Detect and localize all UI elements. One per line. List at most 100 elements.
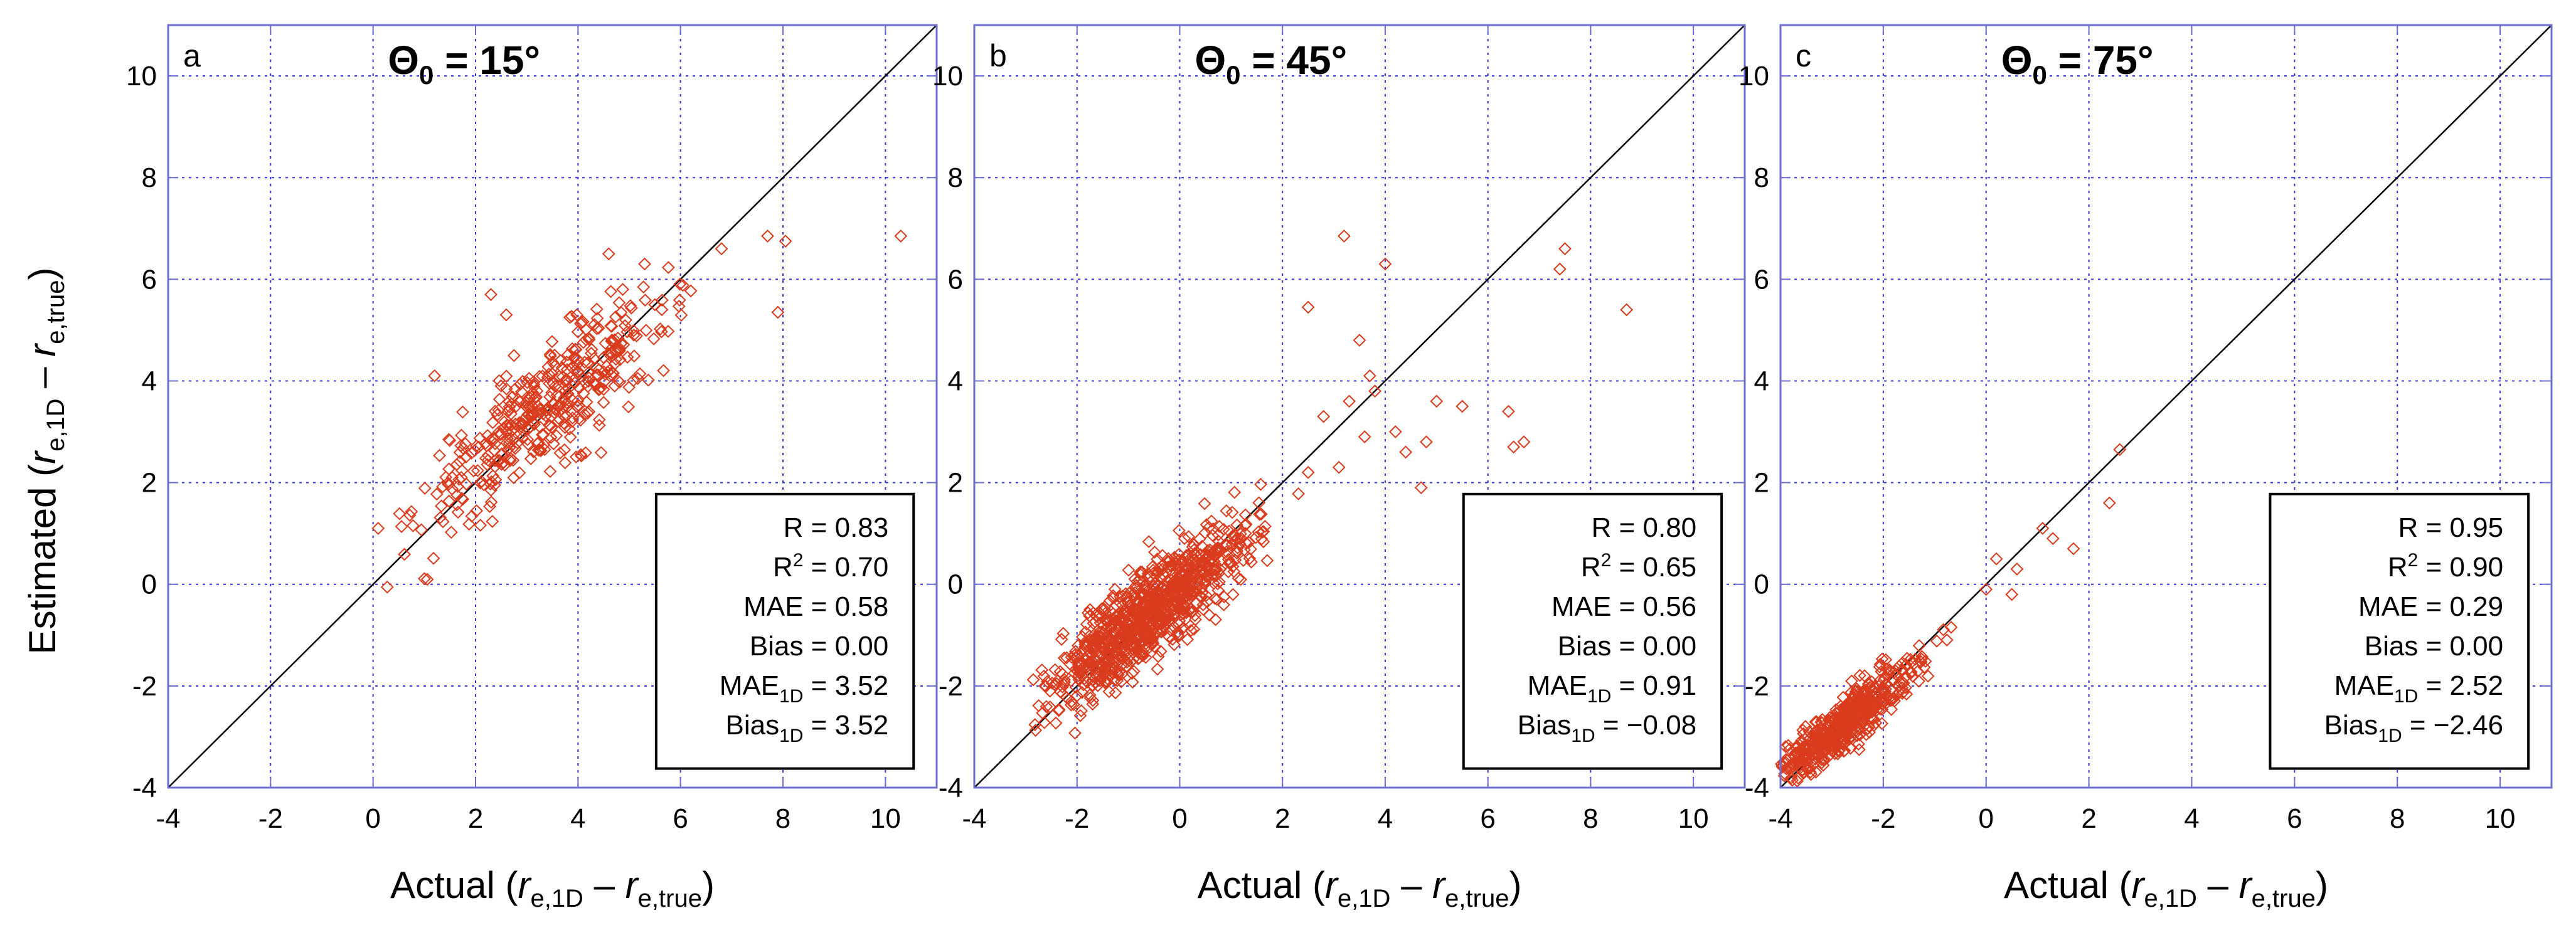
scatter-point xyxy=(1827,736,1841,750)
scatter-point xyxy=(1075,630,1089,644)
scatter-point xyxy=(2005,588,2019,601)
scatter-point xyxy=(503,395,516,408)
scatter-point xyxy=(578,408,592,421)
x-label-part: Actual ( xyxy=(1198,864,1325,906)
stat-equals: = xyxy=(803,512,834,543)
scatter-point xyxy=(1053,665,1067,679)
scatter-point xyxy=(1224,556,1238,569)
scatter-point xyxy=(1078,625,1092,639)
plot-frame xyxy=(973,24,1746,789)
scatter-point xyxy=(1332,460,1346,474)
x-label-part: ) xyxy=(2316,864,2328,906)
scatter-point xyxy=(560,396,573,410)
scatter-point xyxy=(1105,648,1119,662)
scatter-point xyxy=(1114,648,1128,662)
panel-title: Θ0 = 75° xyxy=(2001,38,2154,90)
scatter-point xyxy=(455,492,469,506)
scatter-point xyxy=(761,230,774,243)
scatter-point xyxy=(543,465,557,478)
scatter-point xyxy=(1098,600,1112,614)
x-label-part: e,true xyxy=(2252,885,2316,912)
y-tick-label: -2 xyxy=(939,671,963,702)
x-tick-label: 4 xyxy=(2184,803,2199,834)
scatter-point xyxy=(1142,631,1156,645)
scatter-point xyxy=(1093,625,1106,639)
scatter-point xyxy=(1202,520,1216,534)
stat-value: 0.65 xyxy=(1643,552,1697,583)
scatter-point xyxy=(1875,694,1889,708)
scatter-point xyxy=(1120,590,1134,604)
scatter-point xyxy=(1824,739,1838,753)
scatter-point xyxy=(1115,610,1129,624)
stat-value: −2.46 xyxy=(2434,710,2503,741)
scatter-point xyxy=(1144,575,1158,589)
x-tick-label: 0 xyxy=(365,803,380,834)
scatter-point xyxy=(1620,303,1634,317)
scatter-point xyxy=(456,405,469,419)
scatter-point xyxy=(499,308,513,322)
scatter-point xyxy=(1131,574,1144,588)
scatter-point xyxy=(487,478,501,492)
scatter-point xyxy=(405,505,418,519)
scatter-point xyxy=(648,298,662,312)
scatter-point xyxy=(527,445,540,459)
scatter-point xyxy=(641,373,655,387)
y-tick-label: 8 xyxy=(948,162,963,193)
scatter-point xyxy=(465,446,479,460)
scatter-point xyxy=(1156,587,1169,600)
stat-equals: = xyxy=(1611,631,1642,662)
stat-value: −0.08 xyxy=(1627,710,1696,741)
scatter-point xyxy=(1115,613,1129,626)
scatter-point xyxy=(1208,543,1221,557)
scatter-point xyxy=(1206,522,1220,536)
panel-title: Θ0 = 15° xyxy=(388,38,540,90)
scatter-point xyxy=(597,375,611,389)
x-tick-label: -4 xyxy=(1768,803,1792,834)
stat-equals: = xyxy=(803,710,834,741)
scatter-point xyxy=(513,395,526,409)
scatter-point xyxy=(1127,652,1141,666)
scatter-point xyxy=(503,400,516,414)
scatter-point xyxy=(436,515,450,529)
y-tick-label: 6 xyxy=(142,264,157,295)
scatter-point xyxy=(1826,730,1839,744)
scatter-point xyxy=(1363,369,1376,383)
stat-value: 0.95 xyxy=(2449,512,2503,543)
panel-letter: c xyxy=(1796,38,1811,73)
scatter-point xyxy=(647,332,661,346)
scatter-point xyxy=(581,406,595,420)
scatter-point xyxy=(533,420,547,434)
y-tick-label: -4 xyxy=(1745,773,1769,803)
scatter-point xyxy=(1168,607,1182,620)
scatter-point xyxy=(631,371,644,385)
scatter-point xyxy=(474,519,487,532)
scatter-point xyxy=(1040,675,1054,689)
scatter-point xyxy=(1146,563,1160,577)
x-label-part: e,1D xyxy=(2144,885,2197,912)
scatter-point xyxy=(1844,721,1858,734)
scatter-point xyxy=(1368,384,1381,398)
scatter-point xyxy=(585,346,598,360)
plot-frame xyxy=(1779,24,2553,789)
scatter-point xyxy=(1080,649,1094,663)
y-label-prefix: Estimated ( xyxy=(21,464,63,654)
scatter-point xyxy=(1178,596,1192,610)
scatter-point xyxy=(543,390,556,404)
x-label-part: ) xyxy=(702,864,715,906)
stat-equals: = xyxy=(803,670,834,701)
stat-sub: 1D xyxy=(779,726,803,746)
scatter-point xyxy=(1075,685,1089,699)
scatter-point xyxy=(1885,702,1898,716)
x-label-part: r xyxy=(518,864,531,906)
scatter-point xyxy=(1179,550,1192,564)
scatter-point xyxy=(1099,606,1112,620)
scatter-point xyxy=(398,547,412,561)
scatter-point xyxy=(1979,583,1993,596)
scatter-point xyxy=(1125,667,1139,680)
scatter-point xyxy=(471,464,484,477)
scatter-point xyxy=(1781,739,1795,753)
scatter-point xyxy=(1151,662,1164,676)
scatter-point xyxy=(545,335,559,349)
scatter-point xyxy=(557,391,571,405)
scatter-point xyxy=(625,301,638,315)
